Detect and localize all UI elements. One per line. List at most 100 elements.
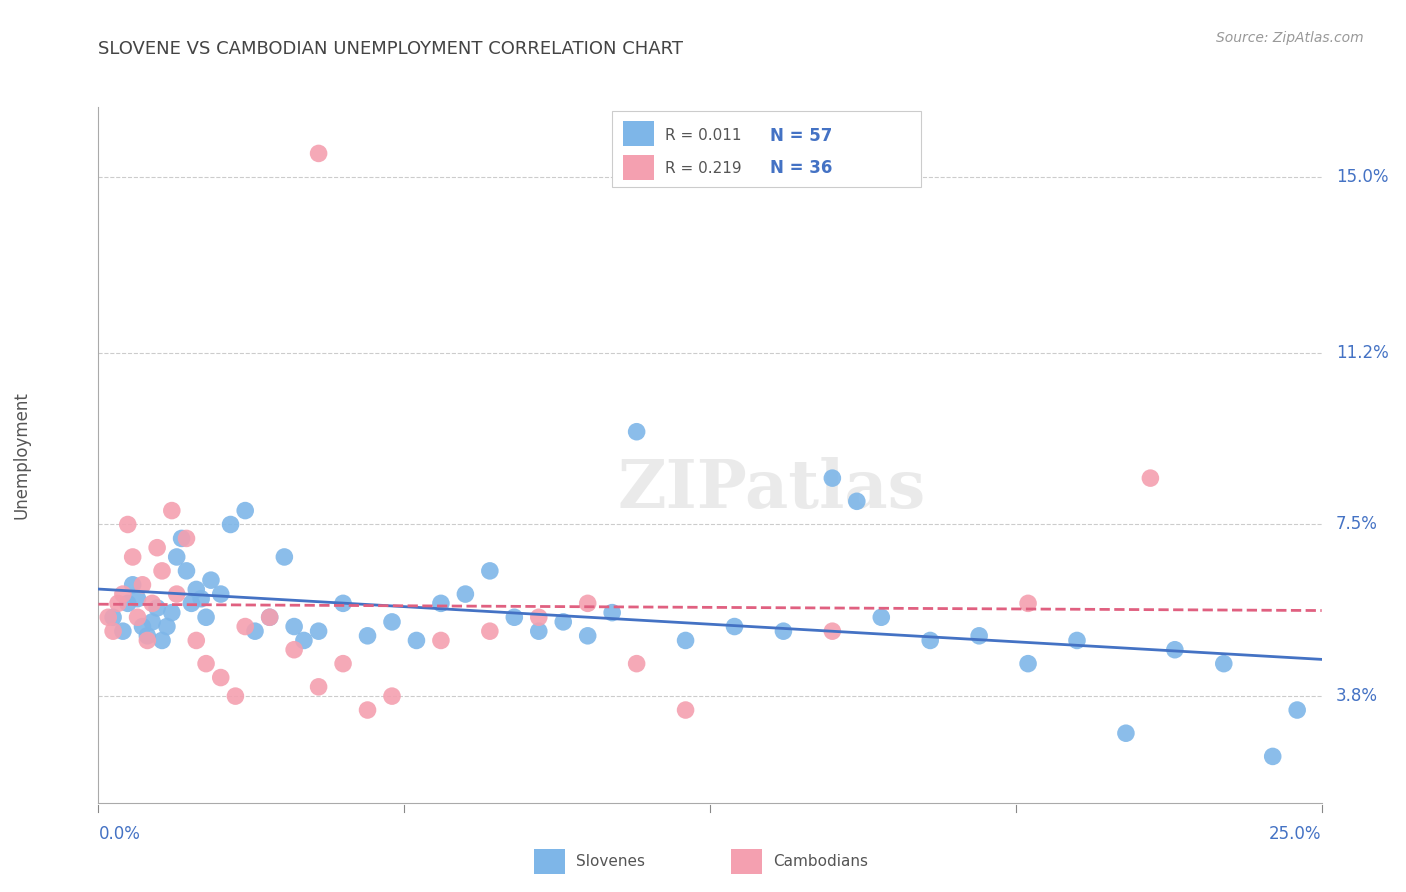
Point (141, 615, 163, 629)
Point (381, 689, 404, 703)
Point (356, 629, 378, 643)
Point (430, 633, 453, 648)
Point (160, 503, 183, 517)
Point (675, 633, 697, 648)
Point (243, 624, 266, 639)
Point (845, 494, 868, 508)
Point (600, 606, 623, 620)
Point (209, 671, 232, 685)
Point (107, 596, 129, 610)
Point (117, 517, 139, 532)
Point (97, 610, 120, 624)
Point (136, 629, 159, 643)
Point (273, 549, 295, 564)
Point (772, 624, 794, 639)
Point (405, 633, 427, 648)
Point (160, 606, 183, 620)
Point (1286, 703, 1309, 717)
Point (166, 549, 188, 564)
Point (131, 619, 153, 633)
Text: 11.2%: 11.2% (1336, 344, 1389, 362)
Text: R = 0.011: R = 0.011 (665, 128, 741, 144)
Point (1115, 726, 1137, 740)
Point (156, 619, 179, 633)
Point (308, 680, 330, 694)
Point (821, 624, 844, 639)
Point (1066, 633, 1088, 648)
Point (146, 601, 169, 615)
Point (195, 610, 218, 624)
Point (150, 564, 173, 578)
Point (332, 596, 354, 610)
Point (170, 532, 193, 546)
Text: N = 57: N = 57 (770, 127, 832, 145)
Point (127, 610, 149, 624)
Point (1139, 471, 1161, 485)
Point (209, 587, 232, 601)
Point (101, 610, 124, 624)
Point (1164, 642, 1187, 657)
Text: 3.8%: 3.8% (1336, 687, 1378, 705)
Point (180, 596, 202, 610)
Point (259, 610, 281, 624)
Text: N = 36: N = 36 (770, 160, 832, 178)
Point (111, 587, 134, 601)
Point (723, 619, 745, 633)
Point (233, 503, 256, 517)
Point (190, 591, 212, 606)
Text: Unemployment: Unemployment (13, 391, 30, 519)
Point (233, 619, 256, 633)
Point (176, 532, 198, 546)
Point (1261, 749, 1284, 764)
Point (111, 624, 134, 639)
Point (308, 624, 330, 639)
Point (356, 703, 378, 717)
Point (967, 629, 990, 643)
Point (283, 619, 305, 633)
Point (478, 624, 501, 639)
Point (121, 549, 143, 564)
Point (626, 657, 648, 671)
Point (195, 657, 218, 671)
Point (553, 615, 575, 629)
Point (675, 703, 697, 717)
Point (186, 582, 208, 597)
Point (454, 587, 477, 601)
Point (200, 573, 222, 587)
Text: Cambodians: Cambodians (773, 855, 869, 869)
Point (1017, 596, 1039, 610)
Point (283, 642, 305, 657)
Point (332, 657, 354, 671)
Text: Slovenes: Slovenes (576, 855, 645, 869)
Point (101, 624, 124, 639)
Text: 25.0%: 25.0% (1270, 825, 1322, 843)
Point (527, 610, 550, 624)
Text: R = 0.219: R = 0.219 (665, 161, 741, 176)
Text: 7.5%: 7.5% (1336, 516, 1378, 533)
Point (117, 596, 139, 610)
Point (150, 633, 173, 648)
Text: 0.0%: 0.0% (98, 825, 141, 843)
Point (527, 624, 550, 639)
Text: ZIPatlas: ZIPatlas (617, 458, 925, 522)
Point (1212, 657, 1234, 671)
Point (136, 633, 159, 648)
Point (920, 633, 942, 648)
Point (821, 471, 844, 485)
Point (626, 425, 648, 439)
Point (127, 591, 149, 606)
Point (503, 610, 526, 624)
Point (292, 633, 315, 648)
Text: SLOVENE VS CAMBODIAN UNEMPLOYMENT CORRELATION CHART: SLOVENE VS CAMBODIAN UNEMPLOYMENT CORREL… (98, 40, 683, 58)
Text: Source: ZipAtlas.com: Source: ZipAtlas.com (1216, 31, 1364, 45)
Point (308, 146, 330, 161)
Point (478, 564, 501, 578)
Point (576, 629, 599, 643)
Point (430, 596, 453, 610)
Point (381, 615, 404, 629)
Point (1017, 657, 1039, 671)
Point (224, 689, 246, 703)
Point (259, 610, 281, 624)
Point (870, 610, 893, 624)
Point (131, 578, 153, 592)
